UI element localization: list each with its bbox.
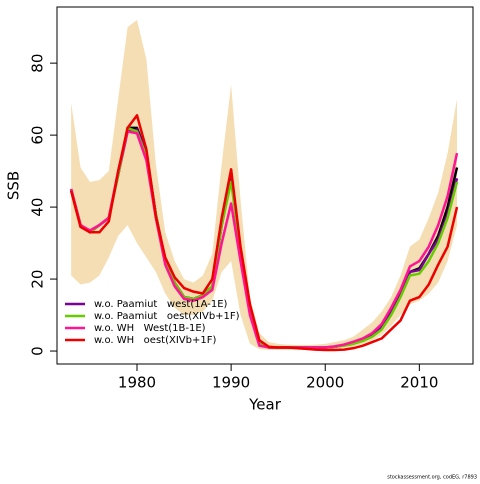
x-tick-label: 2000: [306, 374, 344, 392]
legend-label: w.o. WH West(1B-1E): [94, 323, 206, 334]
caption: stockassessment.org, codEG, r7893: [387, 475, 477, 481]
y-tick-label: 60: [29, 126, 47, 145]
x-tick-label: 2010: [400, 374, 438, 392]
y-tick-label: 20: [29, 270, 47, 289]
y-tick-label: 0: [29, 346, 47, 356]
x-tick-label: 1980: [118, 374, 156, 392]
series-line: [69, 130, 459, 349]
y-axis-label: SSB: [5, 171, 23, 200]
series-line: [69, 114, 459, 352]
legend-label: w.o. Paamiut oest(XIVb+1F): [94, 311, 240, 322]
legend-label: w.o. WH oest(XIVb+1F): [94, 335, 216, 346]
x-tick-label: 1990: [212, 374, 250, 392]
x-axis-label: Year: [248, 396, 282, 414]
plot-frame: [56, 6, 474, 365]
legend-label: w.o. Paamiut west(1A-1E): [94, 299, 228, 310]
y-tick-label: 80: [29, 54, 47, 73]
y-tick-label: 40: [29, 198, 47, 217]
